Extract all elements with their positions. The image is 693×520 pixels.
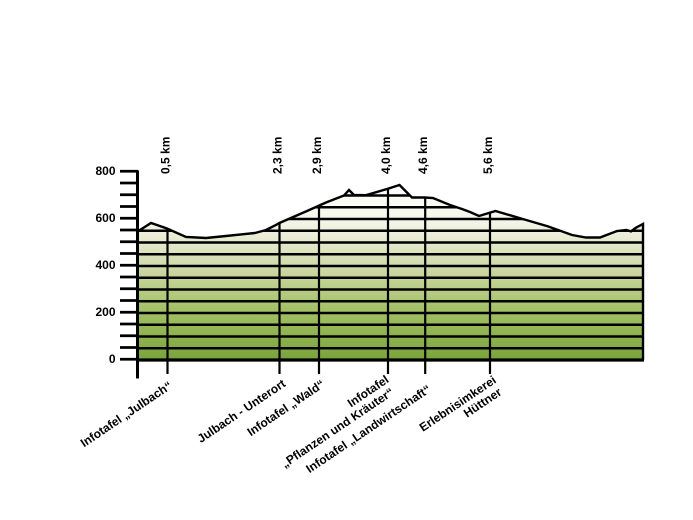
svg-text:400: 400 — [95, 258, 115, 272]
svg-text:4,0 km: 4,0 km — [379, 137, 393, 174]
svg-text:200: 200 — [95, 305, 115, 319]
svg-text:600: 600 — [95, 211, 115, 225]
svg-text:Infotafel „Julbach“: Infotafel „Julbach“ — [78, 378, 175, 450]
svg-text:0: 0 — [109, 352, 116, 366]
svg-text:5,6 km: 5,6 km — [481, 137, 495, 174]
svg-text:2,9 km: 2,9 km — [310, 137, 324, 174]
svg-text:0,5 km: 0,5 km — [158, 137, 172, 174]
svg-text:2,3 km: 2,3 km — [270, 137, 284, 174]
svg-text:800: 800 — [95, 164, 115, 178]
svg-text:4,6 km: 4,6 km — [416, 137, 430, 174]
